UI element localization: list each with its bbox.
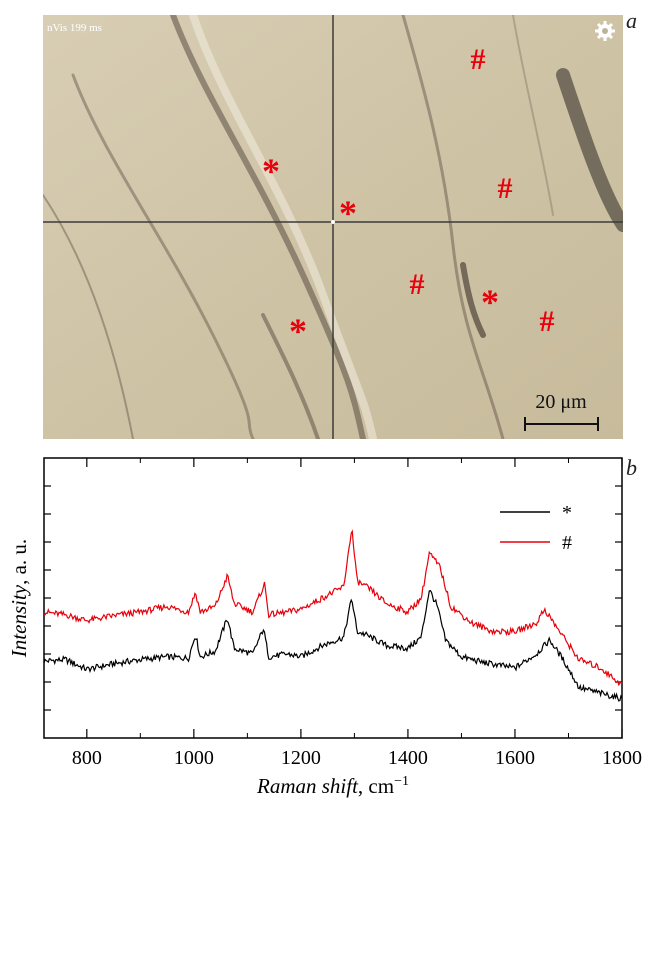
asterisk-marker: * [289, 311, 307, 351]
asterisk-marker: * [339, 193, 357, 233]
legend-label: # [562, 532, 572, 554]
scale-bar [524, 417, 599, 431]
legend-label: * [562, 502, 572, 524]
panel-label-b: b [626, 455, 637, 480]
x-tick-label: 1400 [388, 747, 428, 769]
x-tick-label: 1200 [281, 747, 321, 769]
x-tick-label: 1000 [174, 747, 214, 769]
asterisk-marker: * [481, 282, 499, 322]
panel-label-a: a [626, 8, 637, 33]
raman-spectrum-chart: 800 1000 1200 1400 1600 1800 * # Raman shift, cm… [0, 448, 648, 954]
hash-marker: # [540, 305, 555, 338]
hash-marker: # [471, 43, 486, 76]
acquisition-text: nVis 199 ms [47, 22, 102, 34]
hash-marker: # [498, 172, 513, 205]
microscope-image: nVis 199 ms * * * * # # # # 20 μm [43, 15, 623, 439]
x-tick-label: 1800 [602, 747, 642, 769]
asterisk-marker: * [262, 151, 280, 191]
x-tick-label: 800 [72, 747, 102, 769]
x-axis-label: Raman shift, cm−1 [256, 774, 409, 798]
y-axis-label: Intensity, a. u. [7, 539, 31, 658]
scale-bar-label: 20 μm [535, 391, 587, 413]
hash-marker: # [410, 268, 425, 301]
series-line-hash [43, 529, 623, 687]
plot-frame [43, 457, 623, 739]
series-line-asterisk [43, 589, 623, 702]
x-tick-label: 1600 [495, 747, 535, 769]
gear-icon[interactable] [595, 21, 615, 41]
